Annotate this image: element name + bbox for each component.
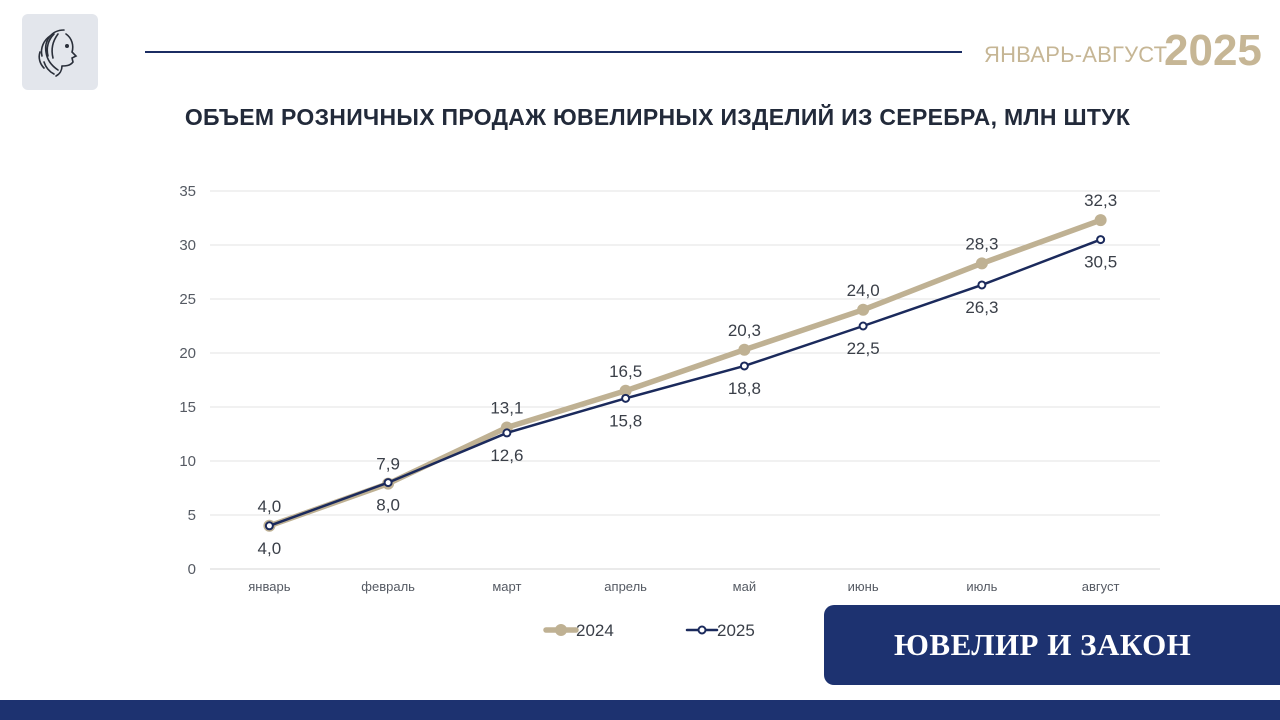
year-label: 2025 [1164,26,1262,75]
series-line-2025 [268,238,1102,528]
x-tick-label: февраль [361,579,415,594]
y-tick-label: 20 [179,345,196,362]
period-label: ЯНВАРЬ-АВГУСТ [984,42,1168,67]
y-tick-label: 5 [188,507,196,524]
data-point-2025 [1096,235,1106,245]
data-label-2025: 8,0 [376,496,400,515]
data-point-2024 [1094,214,1107,227]
data-label-2025: 30,5 [1084,253,1117,272]
y-tick-label: 10 [179,453,196,470]
data-label-2024: 7,9 [376,455,400,474]
data-label-2024: 24,0 [847,281,880,300]
legend-label-2024: 2024 [576,621,614,640]
y-tick-label: 35 [179,183,196,200]
profile-logo-icon [38,29,78,77]
data-label-2024: 32,3 [1084,191,1117,210]
data-label-2025: 12,6 [490,446,523,465]
legend-marker-2024 [555,624,567,636]
data-label-2024: 28,3 [965,234,998,253]
data-point-2025 [858,321,868,331]
data-point-2025 [264,521,274,531]
legend-marker-2025 [697,625,707,635]
x-tick-label: январь [248,579,290,594]
data-point-2025 [621,393,631,403]
y-tick-label: 0 [188,561,196,578]
data-point-2025 [502,428,512,438]
data-point-2025 [977,280,987,290]
data-label-2024: 4,0 [258,497,282,516]
y-tick-label: 30 [179,237,196,254]
data-label-2025: 15,8 [609,411,642,430]
data-label-2025: 26,3 [965,298,998,317]
data-label-2024: 20,3 [728,321,761,340]
data-point-2024 [738,343,751,356]
y-tick-label: 15 [179,399,196,416]
data-label-2025: 18,8 [728,379,761,398]
footer-bar [0,700,1280,720]
data-point-2024 [619,384,632,397]
header-divider [145,51,962,53]
data-point-2025 [739,361,749,371]
legend-label-2025: 2025 [717,621,755,640]
y-tick-label: 25 [179,291,196,308]
x-tick-label: август [1082,579,1120,594]
chart-title: ОБЪЕМ РОЗНИЧНЫХ ПРОДАЖ ЮВЕЛИРНЫХ ИЗДЕЛИЙ… [184,104,1131,130]
x-tick-label: март [492,579,521,594]
data-label-2025: 22,5 [847,339,880,358]
data-point-2025 [383,478,393,488]
x-tick-label: июль [966,579,997,594]
data-point-2024 [975,257,988,270]
x-tick-label: июнь [848,579,879,594]
x-tick-label: апрель [604,579,647,594]
brand-banner: ЮВЕЛИР И ЗАКОН [824,605,1280,685]
brand-logo [22,14,98,90]
data-point-2024 [857,303,870,316]
x-tick-label: май [733,579,756,594]
brand-name: ЮВЕЛИР И ЗАКОН [894,627,1192,662]
data-label-2025: 4,0 [258,539,282,558]
data-label-2024: 13,1 [490,399,523,418]
data-label-2024: 16,5 [609,362,642,381]
